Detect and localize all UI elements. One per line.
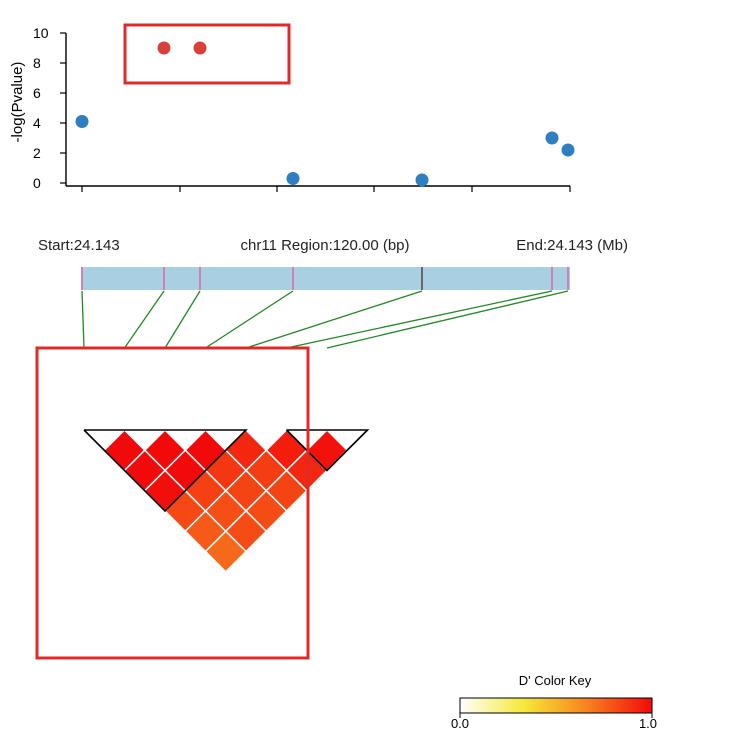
snp-point [561, 143, 575, 157]
region-end-label: End:24.143 (Mb) [516, 237, 628, 254]
region-labels: Start:24.143 chr11 Region:120.00 (bp) En… [38, 237, 628, 254]
association-plot: 10 8 6 4 2 0 -log(Pvalue) [9, 23, 575, 192]
color-key-gradient [459, 697, 653, 714]
region-center-label: chr11 Region:120.00 (bp) [241, 237, 410, 254]
ld-cell [204, 530, 248, 573]
x-axis-ticks [81, 186, 571, 192]
y-tick-label: 8 [33, 55, 41, 71]
snp-point [415, 173, 429, 187]
snp-connector [123, 290, 165, 349]
snp-connector [81, 290, 85, 349]
y-tick-label: 0 [33, 175, 41, 191]
y-axis-ticks: 10 8 6 4 2 0 [33, 25, 66, 191]
highlighted-snp-point [193, 41, 207, 55]
snp-connector [164, 290, 201, 349]
highlight-box-points [123, 23, 291, 85]
highlight-box-ld-block [35, 346, 310, 660]
snp-point [286, 172, 300, 185]
snp-connector-lines [81, 290, 569, 349]
ld-heatmap [103, 428, 349, 573]
snp-connector [245, 290, 423, 349]
color-key-min-label: 0.0 [451, 716, 469, 731]
y-tick-label: 2 [33, 145, 41, 161]
color-key: D' Color Key 0.0 1.0 [451, 673, 657, 731]
snp-connector [326, 290, 569, 349]
y-axis-label: -log(Pvalue) [9, 62, 26, 143]
snp-connector [286, 290, 553, 349]
snp-point [75, 115, 89, 128]
snp-position-ticks [81, 267, 569, 290]
region-start-label: Start:24.143 [38, 237, 120, 254]
region-bar [82, 267, 570, 290]
y-tick-label: 6 [33, 85, 41, 101]
y-tick-label: 10 [33, 25, 49, 41]
scatter-points [75, 41, 575, 187]
ld-block-outline [83, 429, 248, 513]
highlighted-snp-point [157, 41, 171, 55]
color-key-max-label: 1.0 [639, 716, 657, 731]
snp-point [545, 131, 559, 145]
y-tick-label: 4 [33, 115, 41, 131]
snp-connector [205, 290, 294, 349]
color-key-title: D' Color Key [519, 673, 592, 688]
